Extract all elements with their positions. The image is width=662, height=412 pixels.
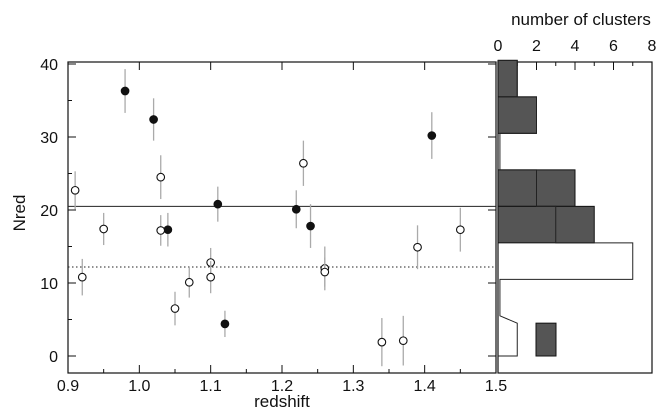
histogram-outline xyxy=(498,59,634,357)
y-tick-label: 0 xyxy=(49,349,58,366)
data-point-open xyxy=(170,304,180,313)
histogram-x-axis-label: number of clusters xyxy=(511,10,651,29)
scatter-frame xyxy=(67,61,497,374)
histogram-bar-filled xyxy=(497,205,595,244)
histogram-x-tick-label: 8 xyxy=(648,38,657,55)
y-axis-label: Nred xyxy=(10,195,29,232)
data-point-filled xyxy=(120,86,130,96)
data-point-filled xyxy=(306,221,315,231)
x-tick-label: 1.4 xyxy=(414,378,436,395)
y-tick-label: 10 xyxy=(40,276,58,293)
data-point-filled xyxy=(427,131,437,140)
data-point-open xyxy=(99,224,109,234)
x-tick-label: 1.1 xyxy=(200,378,222,395)
x-tick-label: 1.2 xyxy=(271,378,293,395)
histogram-bar-filled xyxy=(497,96,537,134)
histogram-x-tick-label: 6 xyxy=(609,38,618,55)
x-tick-label: 0.9 xyxy=(57,378,79,395)
data-point-filled xyxy=(149,115,158,124)
data-point-filled xyxy=(213,199,223,209)
x-axis-label: redshift xyxy=(254,392,310,411)
histogram-bar-filled xyxy=(535,322,557,357)
data-point-open xyxy=(320,267,330,277)
y-tick-label: 20 xyxy=(40,203,58,220)
data-point-open xyxy=(299,158,308,168)
data-point-open xyxy=(206,272,216,282)
x-tick-label: 1.0 xyxy=(128,378,150,395)
data-point-filled xyxy=(220,319,230,329)
data-point-open xyxy=(77,272,87,282)
data-point-open xyxy=(377,337,387,347)
scatter-panel: 0.9 1.0 1.1 1.2 1.3 1.4 1.5 0 10 20 30 40 xyxy=(40,57,507,395)
data-point-open xyxy=(398,336,408,346)
data-point-open xyxy=(455,225,465,235)
histogram-x-tick-label: 0 xyxy=(494,38,503,55)
data-point-filled xyxy=(163,225,173,235)
histogram-x-tick-label: 2 xyxy=(532,38,541,55)
data-point-open xyxy=(156,172,166,182)
histogram-x-tick-label: 4 xyxy=(571,38,580,55)
data-point-open xyxy=(413,242,422,252)
x-tick-label: 1.5 xyxy=(485,378,507,395)
data-point-open xyxy=(184,277,194,287)
data-point-open xyxy=(70,185,80,195)
x-tick-label: 1.3 xyxy=(342,378,364,395)
histogram-panel: 0 2 4 6 8 xyxy=(494,38,657,374)
y-tick-label: 40 xyxy=(40,57,58,74)
y-tick-label: 30 xyxy=(40,130,58,147)
data-point-open xyxy=(156,226,166,235)
data-point-filled xyxy=(291,204,301,214)
